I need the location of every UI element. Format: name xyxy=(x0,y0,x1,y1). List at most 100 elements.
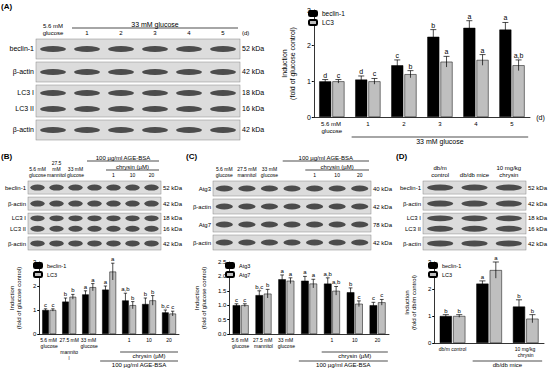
svg-text:glucose: glucose xyxy=(67,172,84,178)
svg-text:1: 1 xyxy=(112,172,115,178)
svg-text:db/m: db/m xyxy=(433,165,446,171)
svg-text:chrysin: chrysin xyxy=(518,352,534,358)
svg-text:0: 0 xyxy=(428,340,432,346)
svg-text:glucose: glucose xyxy=(41,343,58,349)
svg-text:Atg3: Atg3 xyxy=(199,186,212,192)
svg-text:c: c xyxy=(373,70,377,77)
svg-text:42 kDa: 42 kDa xyxy=(163,201,183,207)
svg-text:(fold of db/m control): (fold of db/m control) xyxy=(411,275,417,330)
svg-text:c: c xyxy=(51,302,54,308)
svg-text:0.0: 0.0 xyxy=(218,331,227,337)
svg-text:a: a xyxy=(481,47,485,54)
svg-text:b: b xyxy=(444,308,448,314)
svg-text:1: 1 xyxy=(366,121,370,127)
svg-text:1: 1 xyxy=(307,78,311,85)
svg-text:c: c xyxy=(243,297,246,303)
svg-text:a: a xyxy=(494,255,498,261)
svg-text:c: c xyxy=(380,292,383,298)
svg-text:10: 10 xyxy=(352,337,358,343)
svg-text:l: l xyxy=(69,355,70,361)
svg-text:b: b xyxy=(409,63,413,70)
svg-text:db/db mice: db/db mice xyxy=(460,172,490,178)
svg-text:0: 0 xyxy=(307,114,311,121)
svg-text:a: a xyxy=(84,284,88,290)
svg-text:LC3 I: LC3 I xyxy=(407,215,422,221)
svg-text:Induction: Induction xyxy=(404,290,410,314)
svg-text:beclin-1: beclin-1 xyxy=(5,185,27,191)
svg-text:52 kDa: 52 kDa xyxy=(163,185,183,191)
svg-text:b,c: b,c xyxy=(161,303,169,309)
svg-text:LC3 II: LC3 II xyxy=(405,226,421,232)
svg-text:mannitol: mannitol xyxy=(254,343,273,349)
svg-text:b: b xyxy=(144,291,148,297)
svg-text:Atg7: Atg7 xyxy=(199,222,212,228)
svg-text:5: 5 xyxy=(221,30,225,36)
svg-text:1.5: 1.5 xyxy=(218,288,227,294)
svg-text:β-actin: β-actin xyxy=(403,201,421,207)
svg-text:mannitol: mannitol xyxy=(237,172,256,178)
svg-text:0: 0 xyxy=(33,331,37,337)
svg-text:a,b: a,b xyxy=(332,279,341,285)
svg-text:a: a xyxy=(303,269,307,275)
svg-text:glucose: glucose xyxy=(278,343,295,349)
svg-text:1: 1 xyxy=(85,30,89,36)
svg-text:20: 20 xyxy=(375,337,381,343)
svg-text:a: a xyxy=(503,14,507,21)
svg-text:100 µg/ml AGE-BSA: 100 µg/ml AGE-BSA xyxy=(299,155,353,161)
svg-text:β-actin: β-actin xyxy=(13,68,34,76)
svg-text:c: c xyxy=(235,297,238,303)
svg-text:glucose: glucose xyxy=(43,30,64,36)
svg-text:glucose: glucose xyxy=(81,343,98,349)
svg-text:c: c xyxy=(372,295,375,301)
svg-text:LC3: LC3 xyxy=(47,272,57,278)
svg-text:10: 10 xyxy=(130,172,136,178)
svg-text:2: 2 xyxy=(402,121,406,127)
svg-text:c: c xyxy=(171,304,174,310)
svg-text:c: c xyxy=(337,72,341,79)
svg-text:beclin-1: beclin-1 xyxy=(322,10,345,17)
svg-text:(A): (A) xyxy=(1,2,12,11)
svg-text:18 kDa: 18 kDa xyxy=(528,215,548,221)
svg-text:3: 3 xyxy=(153,30,157,36)
svg-text:b: b xyxy=(266,282,270,288)
svg-text:a: a xyxy=(481,274,485,280)
svg-text:glucose: glucose xyxy=(321,128,342,134)
svg-text:10 mg/kg: 10 mg/kg xyxy=(496,165,521,171)
svg-text:db/db mice: db/db mice xyxy=(493,362,523,368)
svg-text:a,b: a,b xyxy=(121,286,130,292)
svg-text:18 kDa: 18 kDa xyxy=(163,215,183,221)
svg-text:β-actin: β-actin xyxy=(403,241,421,247)
svg-text:100 µg/ml AGE-BSA: 100 µg/ml AGE-BSA xyxy=(112,362,166,368)
svg-text:glucose: glucose xyxy=(261,172,278,178)
svg-text:a,b: a,b xyxy=(324,271,333,277)
svg-text:a,b: a,b xyxy=(514,52,524,59)
svg-text:b: b xyxy=(64,291,68,297)
svg-text:chrysin (µM): chrysin (µM) xyxy=(338,353,371,359)
svg-text:42 kDa: 42 kDa xyxy=(528,201,548,207)
svg-text:42 kDa: 42 kDa xyxy=(242,68,264,75)
svg-text:glucose: glucose xyxy=(29,172,46,178)
svg-text:18 kDa: 18 kDa xyxy=(242,89,264,96)
svg-text:chrysin (µM): chrysin (µM) xyxy=(321,164,354,170)
svg-text:42 kDa: 42 kDa xyxy=(528,241,548,247)
svg-text:(d): (d) xyxy=(242,30,249,36)
svg-text:52 kDa: 52 kDa xyxy=(528,185,548,191)
svg-text:beclin-1: beclin-1 xyxy=(47,263,66,269)
svg-text:16 kDa: 16 kDa xyxy=(242,105,264,112)
svg-text:β-actin: β-actin xyxy=(13,126,34,134)
svg-text:b: b xyxy=(458,308,462,314)
svg-text:4: 4 xyxy=(474,121,478,127)
svg-text:d: d xyxy=(323,72,327,79)
svg-text:16 kDa: 16 kDa xyxy=(528,226,548,232)
svg-text:β-actin: β-actin xyxy=(193,204,211,210)
svg-text:Atg3: Atg3 xyxy=(239,263,250,269)
svg-text:42 kDa: 42 kDa xyxy=(373,240,393,246)
svg-text:chrysin (µM): chrysin (µM) xyxy=(132,353,165,359)
svg-text:mannitol: mannitol xyxy=(47,172,66,178)
svg-text:LC3 II: LC3 II xyxy=(10,226,26,232)
svg-text:2: 2 xyxy=(307,42,311,49)
svg-text:42 kDa: 42 kDa xyxy=(242,126,264,133)
svg-text:β-actin: β-actin xyxy=(8,241,26,247)
svg-text:LC3: LC3 xyxy=(442,272,452,278)
svg-text:LC3 II: LC3 II xyxy=(15,105,34,112)
